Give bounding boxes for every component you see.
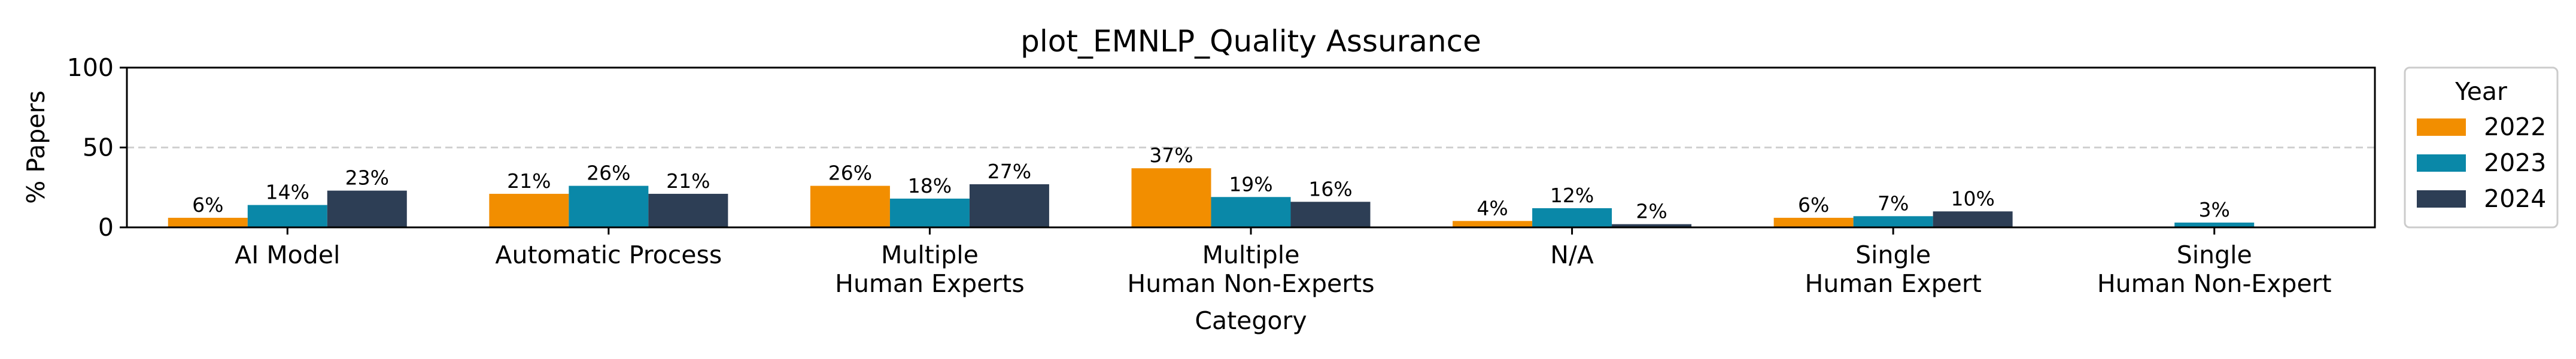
data-label: 14%: [266, 181, 309, 204]
y-tick-label: 50: [83, 133, 114, 162]
data-label: 7%: [1878, 191, 1909, 215]
data-label: 6%: [192, 193, 223, 217]
data-label: 27%: [988, 160, 1031, 183]
bar-2023: [1211, 197, 1291, 227]
data-label: 12%: [1550, 184, 1594, 207]
data-label: 21%: [507, 169, 551, 193]
x-tick-label: Single Human Non-Expert: [2097, 241, 2332, 298]
legend-box: [2404, 66, 2559, 229]
bar-2022: [810, 185, 890, 227]
y-axis-label: % Papers: [22, 90, 50, 203]
data-label: 3%: [2199, 198, 2230, 221]
bar-2024: [1290, 202, 1371, 227]
bar-2023: [569, 185, 649, 227]
bar-2024: [648, 193, 728, 227]
x-tick-label: Multiple Human Experts: [835, 241, 1025, 298]
x-tick-label: Single Human Expert: [1805, 241, 1982, 298]
legend-label: 2023: [2484, 148, 2546, 177]
data-label: 26%: [587, 162, 630, 185]
bar-2022: [1453, 221, 1533, 227]
data-label: 18%: [908, 174, 952, 197]
bar-2024: [1612, 224, 1692, 227]
bar-2023: [889, 198, 970, 227]
legend-swatch-2022: [2417, 118, 2466, 136]
data-label: 37%: [1149, 144, 1193, 167]
data-label: 21%: [666, 169, 710, 193]
x-tick-label: Multiple Human Non-Experts: [1127, 241, 1374, 298]
bar-2022: [1131, 168, 1211, 227]
x-tick-label: AI Model: [235, 241, 340, 269]
data-label: 6%: [1798, 193, 1829, 217]
bar-2022: [489, 193, 569, 227]
data-label: 26%: [828, 162, 872, 185]
bar-2022: [168, 217, 248, 227]
x-tick-label: Automatic Process: [495, 241, 722, 269]
data-label: 16%: [1308, 177, 1352, 200]
bar-2023: [1853, 216, 1933, 227]
x-axis-label: Category: [1195, 306, 1307, 335]
bar-2024: [1933, 211, 2013, 227]
y-tick-label: 0: [98, 213, 114, 242]
bar-2024: [969, 184, 1049, 227]
bar-2023: [2174, 222, 2255, 227]
chart-title: plot_EMNLP_Quality Assurance: [1020, 24, 1481, 59]
data-label: 2%: [1636, 200, 1667, 223]
legend-swatch-2024: [2417, 190, 2466, 208]
bar-2024: [327, 190, 407, 227]
x-tick-label: N/A: [1550, 241, 1594, 269]
data-label: 4%: [1477, 196, 1508, 220]
legend-label: 2022: [2484, 112, 2546, 141]
data-label: 19%: [1229, 172, 1272, 196]
bar-2022: [1773, 217, 1854, 227]
bar-2023: [247, 205, 327, 227]
legend-title: Year: [2455, 77, 2507, 106]
legend-label: 2024: [2484, 184, 2546, 213]
data-label: 23%: [345, 166, 389, 190]
y-tick-label: 100: [67, 53, 114, 82]
legend-swatch-2023: [2417, 154, 2466, 172]
bar-2023: [1532, 208, 1612, 227]
data-label: 10%: [1951, 187, 1994, 210]
